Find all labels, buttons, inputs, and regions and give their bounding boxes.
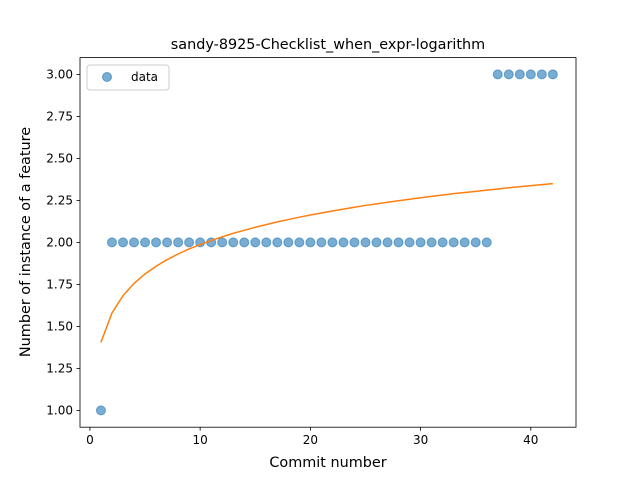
y-axis-label: Number of instance of a feature [18,127,34,357]
data-point [250,237,261,248]
x-tick-label: 40 [523,433,538,447]
y-tick-label: 1.50 [46,319,73,333]
data-point [184,237,195,248]
fit-curve [100,182,553,343]
legend: data [86,64,170,91]
data-point [162,237,173,248]
data-point [437,237,448,248]
data-point [360,237,371,248]
plot-area [95,69,558,416]
data-point [547,69,558,80]
x-tick-label: 0 [86,433,94,447]
data-point [459,237,470,248]
data-point [106,237,117,248]
data-point [217,237,228,248]
axes: 0 10 20 30 40 1.00 1.25 1.50 1.75 2.00 2.25 2.50 2.7… [46,57,577,447]
data-point [305,237,316,248]
data-point [492,69,503,80]
y-tick-label: 1.00 [46,403,73,417]
data-point [272,237,283,248]
x-tick-label: 10 [193,433,208,447]
data-point [470,237,481,248]
data-point [404,237,415,248]
data-point [140,237,151,248]
data-point [338,237,349,248]
y-tick-label: 2.50 [46,151,73,165]
chart-title: sandy-8925-Checklist_when_expr-logarithm [171,37,485,53]
legend-box [86,64,170,91]
data-point [448,237,459,248]
data-point [117,237,128,248]
x-tick-label: 20 [303,433,318,447]
data-point [95,405,106,416]
data-point [426,237,437,248]
data-point [283,237,294,248]
data-point [261,237,272,248]
legend-label-data: data [131,70,158,84]
data-point [294,237,305,248]
y-tick-label: 2.75 [46,109,73,123]
y-tick-label: 2.25 [46,193,73,207]
y-tick-label: 3.00 [46,67,73,81]
data-point [415,237,426,248]
data-point [151,237,162,248]
data-point [239,237,250,248]
data-point [371,237,382,248]
data-point [525,69,536,80]
y-tick-label: 2.00 [46,235,73,249]
data-point [536,69,547,80]
data-point [514,69,525,80]
y-tick-label: 1.75 [46,277,73,291]
legend-marker-data [102,72,112,82]
data-point [382,237,393,248]
data-point [349,237,360,248]
data-point [316,237,327,248]
data-point [129,237,140,248]
data-point [173,237,184,248]
data-point [393,237,404,248]
data-point [228,237,239,248]
data-point [503,69,514,80]
data-point [327,237,338,248]
y-tick-label: 1.25 [46,361,73,375]
data-point [481,237,492,248]
x-axis-label: Commit number [269,455,386,471]
x-tick-label: 30 [413,433,428,447]
